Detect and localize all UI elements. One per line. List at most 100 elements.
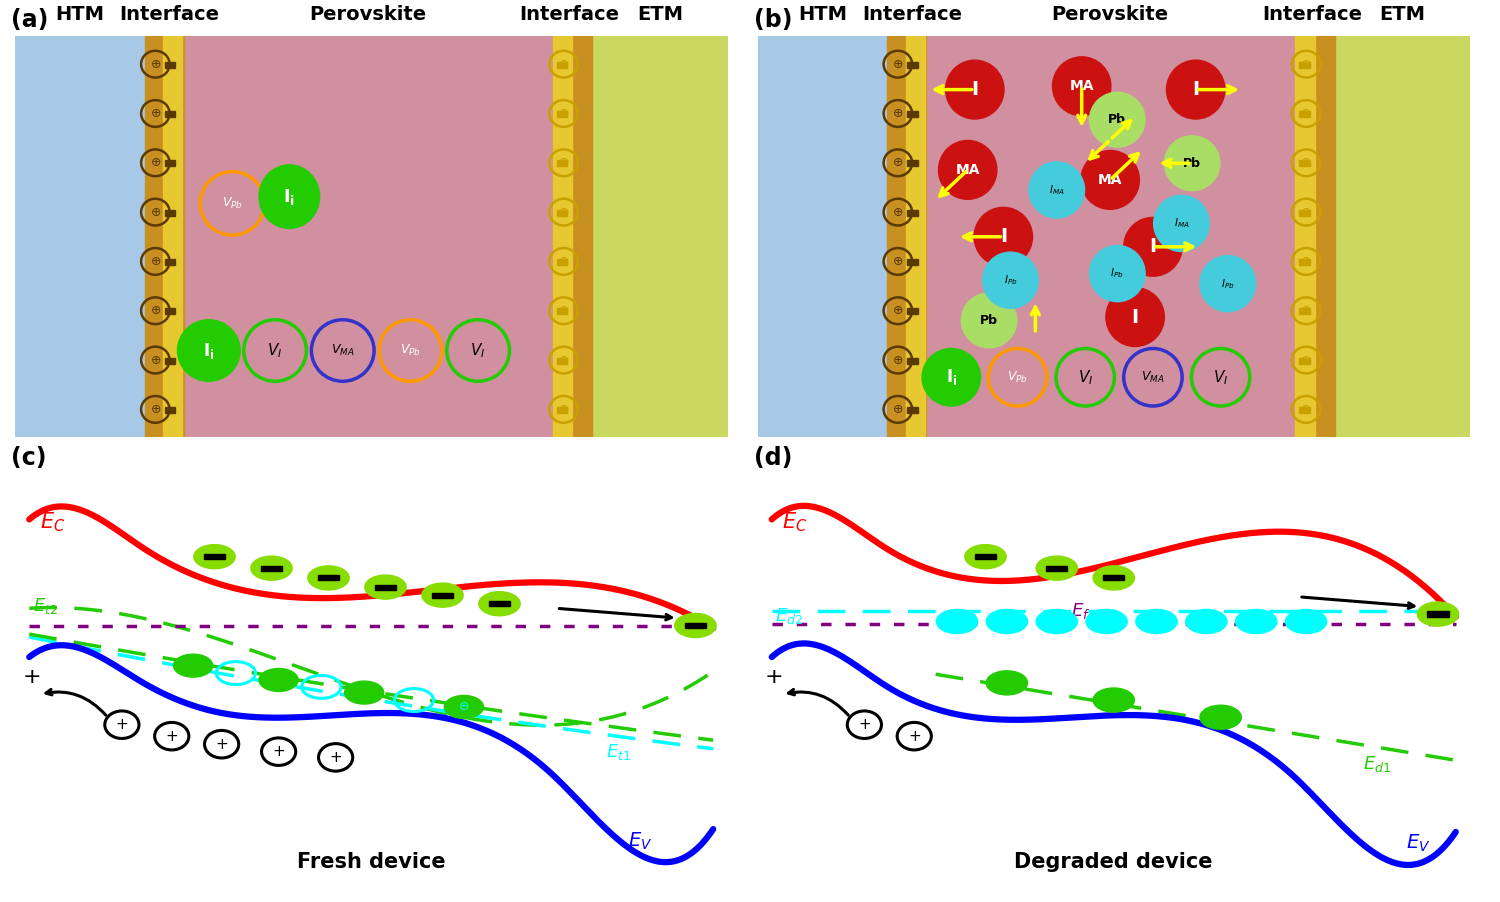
Ellipse shape (922, 348, 981, 406)
Text: $\mathbf{I_i}$: $\mathbf{I_i}$ (284, 187, 296, 207)
Text: $E_V$: $E_V$ (1406, 833, 1431, 854)
Bar (592, 36, 728, 437)
Ellipse shape (1094, 688, 1134, 712)
Ellipse shape (260, 165, 320, 228)
Bar (165, 407, 176, 413)
Bar (556, 358, 567, 364)
Ellipse shape (422, 583, 464, 607)
Text: Pb: Pb (1108, 114, 1126, 126)
Text: ETM: ETM (1380, 5, 1425, 24)
Bar (164, 36, 183, 437)
Bar (556, 161, 567, 167)
Text: $V_I$: $V_I$ (267, 341, 282, 360)
Ellipse shape (982, 253, 1038, 308)
Text: $\ominus$: $\ominus$ (458, 701, 470, 713)
Ellipse shape (974, 207, 1032, 266)
Bar (165, 111, 176, 117)
Ellipse shape (1106, 288, 1164, 346)
Text: $E_C$: $E_C$ (783, 510, 808, 534)
Bar (432, 593, 453, 598)
Text: $+$: $+$ (116, 717, 129, 732)
Ellipse shape (986, 671, 1028, 695)
Text: $V_I$: $V_I$ (1077, 368, 1094, 387)
Bar (556, 111, 567, 117)
Ellipse shape (194, 545, 236, 569)
Ellipse shape (345, 681, 384, 704)
Text: ETM: ETM (638, 5, 682, 24)
Ellipse shape (177, 319, 240, 382)
Ellipse shape (1053, 57, 1112, 115)
Ellipse shape (1200, 705, 1242, 730)
Text: $\oplus$: $\oplus$ (150, 107, 160, 120)
Bar (554, 36, 592, 437)
Bar (1296, 36, 1314, 437)
Bar (886, 36, 927, 437)
Text: $\oplus$: $\oplus$ (1300, 206, 1312, 218)
Text: $\oplus$: $\oplus$ (558, 255, 570, 268)
Text: (c): (c) (12, 446, 46, 470)
Ellipse shape (1094, 566, 1134, 590)
Ellipse shape (1164, 136, 1220, 190)
Bar (165, 259, 176, 265)
Bar (1299, 358, 1310, 364)
Text: $\oplus$: $\oplus$ (892, 206, 903, 218)
Bar (489, 601, 510, 606)
Text: MA: MA (956, 163, 980, 177)
Text: Interface: Interface (120, 5, 219, 24)
Text: I: I (972, 80, 978, 99)
Text: Fresh device: Fresh device (297, 852, 446, 872)
Bar (758, 36, 886, 437)
Bar (165, 210, 176, 216)
Ellipse shape (174, 654, 213, 677)
Bar (165, 62, 176, 68)
Ellipse shape (444, 695, 483, 718)
Bar (183, 36, 554, 437)
Ellipse shape (1286, 610, 1328, 633)
Ellipse shape (1236, 610, 1276, 633)
Bar (908, 111, 918, 117)
Bar (1428, 612, 1449, 617)
Bar (908, 210, 918, 216)
Text: $E_{t1}$: $E_{t1}$ (606, 742, 631, 762)
Text: $E_C$: $E_C$ (40, 510, 66, 534)
Bar (318, 575, 339, 581)
Text: $+$: $+$ (21, 667, 40, 687)
Ellipse shape (1418, 602, 1458, 626)
Bar (1296, 36, 1335, 437)
Text: $\oplus$: $\oplus$ (892, 255, 903, 268)
Ellipse shape (1036, 610, 1077, 633)
Text: (a): (a) (12, 8, 50, 32)
Text: Pb: Pb (980, 314, 998, 327)
Bar (1299, 210, 1310, 216)
Bar (1299, 308, 1310, 315)
Text: $\oplus$: $\oplus$ (892, 354, 903, 366)
Ellipse shape (1086, 610, 1128, 633)
Text: $\oplus$: $\oplus$ (1300, 107, 1312, 120)
Ellipse shape (1089, 92, 1144, 147)
Text: MA: MA (1098, 173, 1122, 187)
Ellipse shape (964, 545, 1006, 569)
Text: $+$: $+$ (165, 729, 178, 743)
Text: $E_{d2}$: $E_{d2}$ (776, 606, 804, 627)
Text: $\oplus$: $\oplus$ (558, 354, 570, 366)
Bar (556, 62, 567, 68)
Text: $\oplus$: $\oplus$ (1300, 156, 1312, 170)
Bar (908, 407, 918, 413)
Ellipse shape (1036, 557, 1077, 580)
Text: $V_{Pb}$: $V_{Pb}$ (1007, 370, 1028, 385)
Text: Degraded device: Degraded device (1014, 852, 1214, 872)
Text: $+$: $+$ (908, 729, 921, 743)
Text: $\oplus$: $\oplus$ (1300, 58, 1312, 70)
Text: $+$: $+$ (214, 737, 228, 751)
Bar (684, 623, 706, 628)
Text: HTM: HTM (798, 5, 847, 24)
Ellipse shape (1200, 255, 1256, 312)
Bar (375, 584, 396, 590)
Text: $\oplus$: $\oplus$ (150, 206, 160, 218)
Text: $V_{Pb}$: $V_{Pb}$ (222, 196, 243, 211)
Bar (1299, 111, 1310, 117)
Text: (d): (d) (754, 446, 792, 470)
Ellipse shape (364, 575, 407, 599)
Text: $\oplus$: $\oplus$ (1300, 304, 1312, 318)
Text: Perovskite: Perovskite (309, 5, 426, 24)
